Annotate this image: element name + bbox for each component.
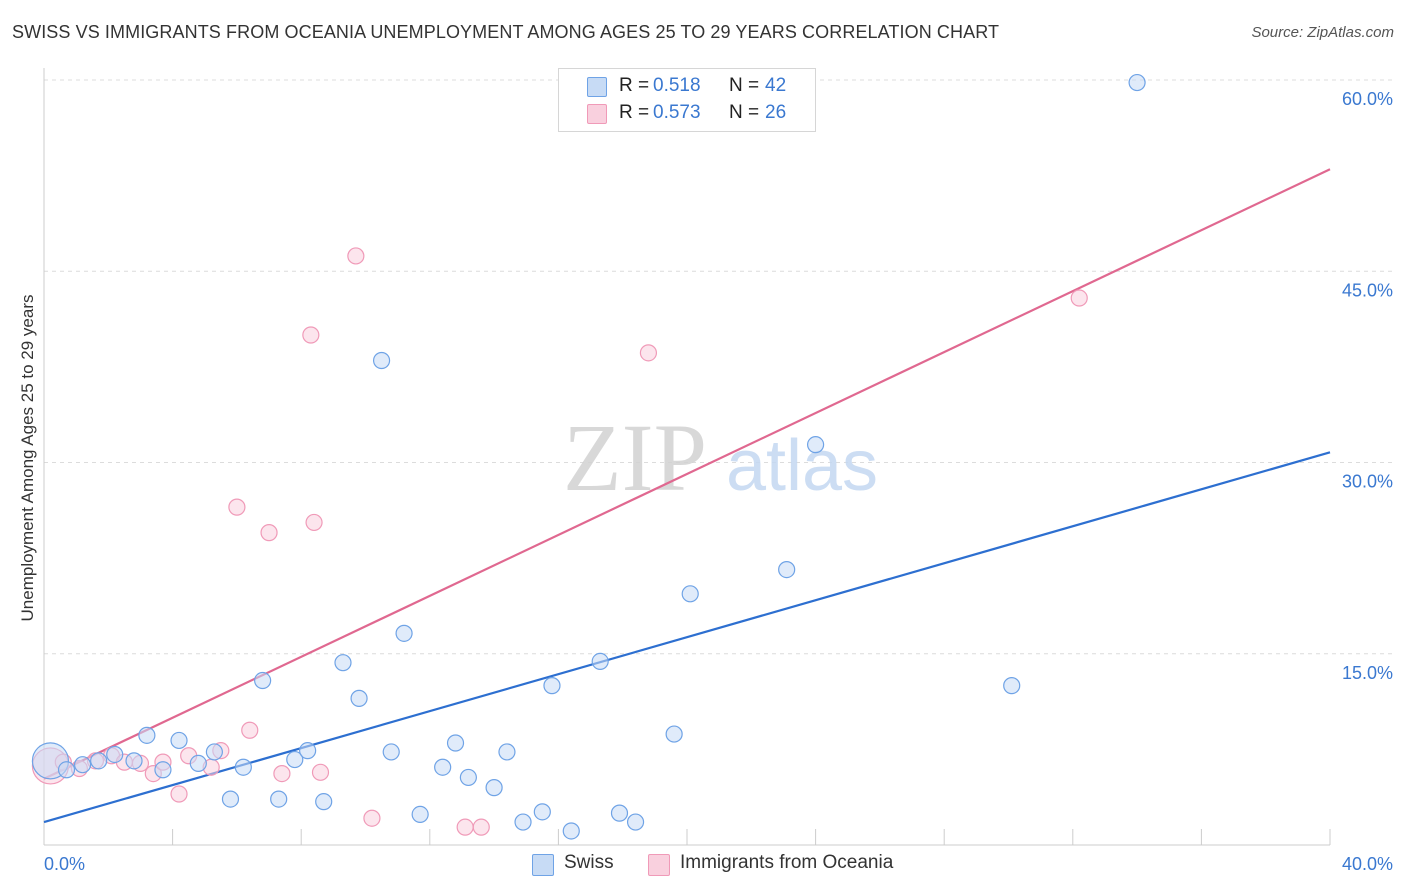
data-point-swiss — [57, 761, 76, 779]
data-point-swiss — [543, 677, 561, 695]
data-point-swiss — [254, 671, 272, 690]
trend-line-oceania — [43, 168, 1331, 780]
data-point-swiss — [270, 790, 288, 808]
legend-r-value-swiss: 0.518 — [653, 75, 701, 96]
data-point-swiss — [562, 822, 580, 840]
legend-swatch-oceania — [587, 104, 607, 124]
data-point-swiss — [591, 652, 609, 671]
data-point-swiss — [485, 779, 503, 797]
data-point-oceania — [472, 818, 490, 836]
data-point-swiss — [221, 790, 240, 808]
data-point-swiss — [806, 436, 825, 454]
data-point-oceania — [228, 498, 246, 516]
x-tick-label-max: 40.0% — [1342, 854, 1393, 874]
watermark-zip: ZIP — [563, 404, 707, 511]
trend-line-swiss — [43, 451, 1331, 824]
data-point-swiss — [459, 768, 477, 787]
data-point-swiss — [533, 803, 551, 821]
data-point-swiss — [498, 743, 516, 761]
y-tick-label: 15.0% — [1342, 663, 1393, 683]
data-point-oceania — [363, 809, 381, 827]
data-point-swiss — [90, 752, 108, 770]
data-point-swiss — [382, 743, 400, 761]
legend-n-value-oceania: 26 — [765, 102, 787, 123]
legend-n-label: N = — [729, 75, 760, 96]
data-point-swiss — [434, 758, 452, 776]
data-point-swiss — [234, 758, 252, 776]
data-point-swiss — [286, 750, 304, 769]
bottom-legend-label-oceania: Immigrants from Oceania — [680, 852, 894, 873]
data-point-oceania — [311, 763, 330, 781]
axes — [43, 68, 1331, 846]
data-point-swiss — [610, 804, 629, 822]
legend-n-value-swiss: 42 — [765, 75, 787, 96]
bottom-legend-swatch-oceania — [648, 854, 670, 876]
y-tick-labels: 15.0% 30.0% 45.0% 60.0% — [1342, 89, 1393, 683]
legend-swatch-swiss — [587, 77, 607, 97]
data-point-swiss — [514, 813, 532, 831]
data-point-oceania — [273, 764, 291, 783]
data-point-swiss — [626, 813, 645, 831]
data-point-swiss — [170, 731, 188, 750]
data-point-oceania — [639, 344, 658, 362]
watermark: ZIP atlas — [563, 404, 878, 511]
source-credit: Source: ZipAtlas.com — [1251, 24, 1394, 41]
watermark-atlas: atlas — [726, 426, 878, 506]
data-point-swiss — [299, 742, 317, 760]
gridlines — [44, 79, 1392, 655]
legend: R = 0.518 N = 42 R = 0.573 N = 26 — [558, 68, 816, 132]
chart-title: SWISS VS IMMIGRANTS FROM OCEANIA UNEMPLO… — [12, 22, 1000, 42]
data-point-oceania — [456, 818, 474, 836]
data-point-swiss — [315, 793, 333, 811]
data-point-swiss — [372, 351, 391, 370]
data-point-oceania — [170, 785, 188, 803]
data-point-swiss — [446, 734, 465, 752]
data-point-oceania — [241, 721, 259, 739]
data-point-swiss — [73, 756, 92, 774]
y-tick-label: 60.0% — [1342, 89, 1393, 109]
data-point-oceania — [305, 513, 323, 532]
data-point-swiss — [665, 725, 683, 743]
bottom-legend-swatch-swiss — [532, 854, 554, 876]
data-point-oceania — [260, 524, 278, 542]
data-point-oceania — [302, 326, 320, 344]
data-point-swiss — [681, 585, 699, 603]
x-tick-label-min: 0.0% — [44, 854, 85, 874]
legend-r-value-oceania: 0.573 — [653, 102, 701, 123]
y-tick-label: 30.0% — [1342, 472, 1393, 492]
data-point-swiss — [350, 689, 368, 707]
data-point-swiss — [138, 726, 156, 744]
y-tick-label: 45.0% — [1342, 280, 1393, 300]
data-point-oceania — [347, 247, 365, 265]
legend-n-label: N = — [729, 102, 760, 123]
data-point-swiss — [125, 752, 143, 770]
data-point-swiss — [1003, 677, 1021, 695]
data-point-swiss — [154, 761, 172, 779]
data-point-swiss — [778, 560, 796, 579]
data-point-swiss — [106, 745, 124, 764]
data-point-swiss — [1128, 73, 1146, 92]
bottom-legend-label-swiss: Swiss — [564, 852, 614, 873]
data-point-swiss — [205, 743, 223, 761]
legend-r-label: R = — [619, 75, 650, 96]
data-point-swiss — [334, 654, 352, 672]
data-point-swiss — [395, 624, 413, 642]
data-points — [31, 73, 1146, 840]
data-point-oceania — [1070, 289, 1088, 307]
legend-r-label: R = — [619, 102, 650, 123]
data-point-swiss — [189, 754, 207, 773]
data-point-swiss — [411, 805, 429, 824]
